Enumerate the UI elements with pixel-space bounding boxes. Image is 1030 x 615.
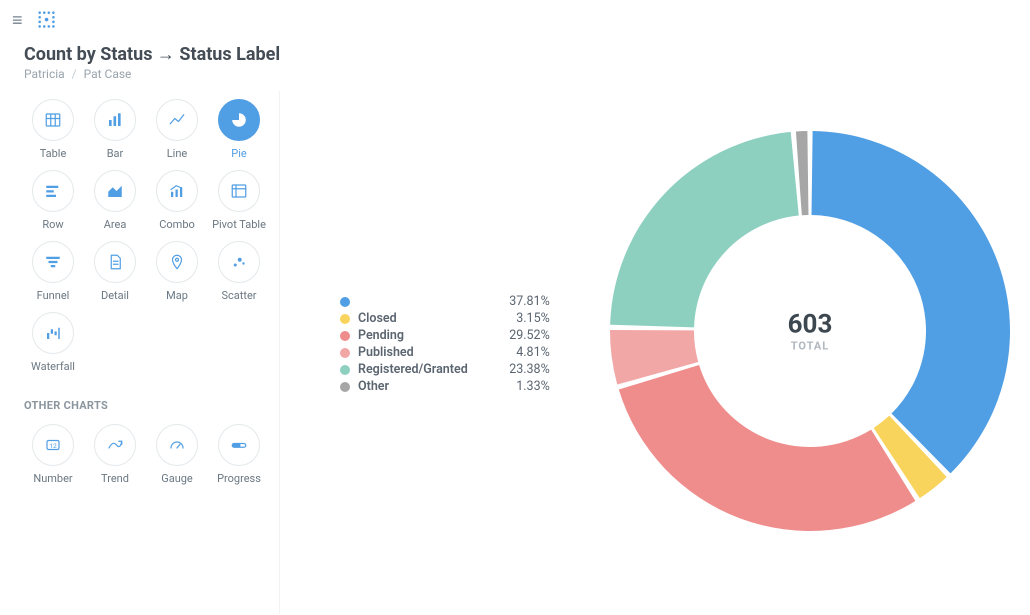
breadcrumb-item[interactable]: Patricia (24, 67, 65, 81)
chart-type-trend[interactable]: Trend (86, 424, 144, 485)
breadcrumb: Patricia / Pat Case (24, 67, 1006, 81)
chart-type-pie[interactable]: Pie (210, 99, 268, 160)
legend-label: Pending (358, 328, 404, 343)
donut-slice[interactable] (619, 365, 916, 531)
legend-row[interactable]: Pending 29.52% (340, 327, 550, 344)
chart-legend: 37.81% Closed 3.15% Pending 29.52% Published 4… (340, 293, 550, 395)
row-icon (32, 170, 74, 212)
legend-label: Published (358, 345, 414, 360)
legend-row[interactable]: 37.81% (340, 293, 550, 310)
bar-icon (94, 99, 136, 141)
trend-icon (94, 424, 136, 466)
menu-icon[interactable]: ≡ (12, 10, 23, 31)
chart-type-row[interactable]: Row (24, 170, 82, 231)
page-header: Count by Status → Status Label Patricia … (0, 40, 1030, 91)
chart-type-label: Area (104, 218, 127, 231)
legend-swatch (340, 382, 350, 392)
legend-label: Other (358, 379, 389, 394)
gauge-icon (156, 424, 198, 466)
legend-swatch (340, 348, 350, 358)
chart-type-label: Scatter (221, 289, 256, 302)
combo-icon (156, 170, 198, 212)
legend-pct: 37.81% (496, 293, 550, 310)
detail-icon (94, 241, 136, 283)
chart-type-gauge[interactable]: Gauge (148, 424, 206, 485)
legend-row[interactable]: Published 4.81% (340, 344, 550, 361)
chart-type-combo[interactable]: Combo (148, 170, 206, 231)
page-title: Count by Status → Status Label (24, 44, 1006, 65)
breadcrumb-item[interactable]: Pat Case (84, 67, 132, 81)
line-icon (156, 99, 198, 141)
pivot-icon (218, 170, 260, 212)
donut-center: 603 TOTAL (788, 310, 833, 353)
chart-type-label: Number (33, 472, 72, 485)
chart-type-bar[interactable]: Bar (86, 99, 144, 160)
chart-type-label: Gauge (161, 472, 193, 485)
legend-label: Registered/Granted (358, 362, 468, 377)
donut-slice[interactable] (796, 131, 809, 215)
scatter-icon (218, 241, 260, 283)
chart-type-funnel[interactable]: Funnel (24, 241, 82, 302)
legend-pct: 23.38% (496, 361, 550, 378)
legend-pct: 1.33% (496, 378, 550, 395)
area-icon (94, 170, 136, 212)
chart-type-number[interactable]: 12 Number (24, 424, 82, 485)
chart-type-label: Waterfall (31, 360, 75, 373)
chart-type-table[interactable]: Table (24, 99, 82, 160)
legend-row[interactable]: Closed 3.15% (340, 310, 550, 327)
donut-total-label: TOTAL (788, 340, 833, 353)
legend-pct: 29.52% (496, 327, 550, 344)
pie-icon (218, 99, 260, 141)
chart-type-pivot[interactable]: Pivot Table (210, 170, 268, 231)
chart-type-label: Combo (159, 218, 195, 231)
chart-type-label: Bar (107, 147, 124, 160)
donut-chart: 603 TOTAL (600, 121, 1020, 541)
chart-canvas: 37.81% Closed 3.15% Pending 29.52% Published 4… (280, 91, 1030, 614)
chart-type-line[interactable]: Line (148, 99, 206, 160)
chart-type-label: Table (40, 147, 67, 160)
chart-type-area[interactable]: Area (86, 170, 144, 231)
map-icon (156, 241, 198, 283)
number-icon: 12 (32, 424, 74, 466)
svg-text:12: 12 (49, 442, 57, 450)
chart-type-label: Pivot Table (212, 218, 266, 231)
chart-type-label: Pie (231, 147, 246, 160)
progress-icon (218, 424, 260, 466)
chart-type-detail[interactable]: Detail (86, 241, 144, 302)
chart-type-map[interactable]: Map (148, 241, 206, 302)
chart-type-label: Line (167, 147, 188, 160)
chart-type-label: Map (166, 289, 188, 302)
table-icon (32, 99, 74, 141)
legend-swatch (340, 297, 350, 307)
funnel-icon (32, 241, 74, 283)
legend-row[interactable]: Registered/Granted 23.38% (340, 361, 550, 378)
donut-total-value: 603 (788, 310, 833, 340)
chart-type-label: Detail (101, 289, 129, 302)
legend-pct: 4.81% (496, 344, 550, 361)
legend-swatch (340, 314, 350, 324)
chart-type-label: Trend (101, 472, 129, 485)
chart-type-scatter[interactable]: Scatter (210, 241, 268, 302)
legend-row[interactable]: Other 1.33% (340, 378, 550, 395)
donut-slice[interactable] (812, 131, 1010, 473)
donut-slice[interactable] (610, 132, 799, 327)
legend-label: Closed (358, 311, 397, 326)
legend-swatch (340, 331, 350, 341)
waterfall-icon (32, 312, 74, 354)
chart-type-waterfall[interactable]: Waterfall (24, 312, 82, 373)
chart-type-label: Progress (217, 472, 261, 485)
chart-type-label: Funnel (37, 289, 70, 302)
chart-type-progress[interactable]: Progress (210, 424, 268, 485)
chart-type-sidebar: Table Bar Line Pie Row Area Combo Pivot Table Fu… (0, 91, 280, 614)
section-label-other: OTHER CHARTS (24, 399, 269, 412)
legend-swatch (340, 365, 350, 375)
app-logo[interactable] (35, 8, 59, 32)
chart-type-label: Row (42, 218, 63, 231)
legend-pct: 3.15% (496, 310, 550, 327)
